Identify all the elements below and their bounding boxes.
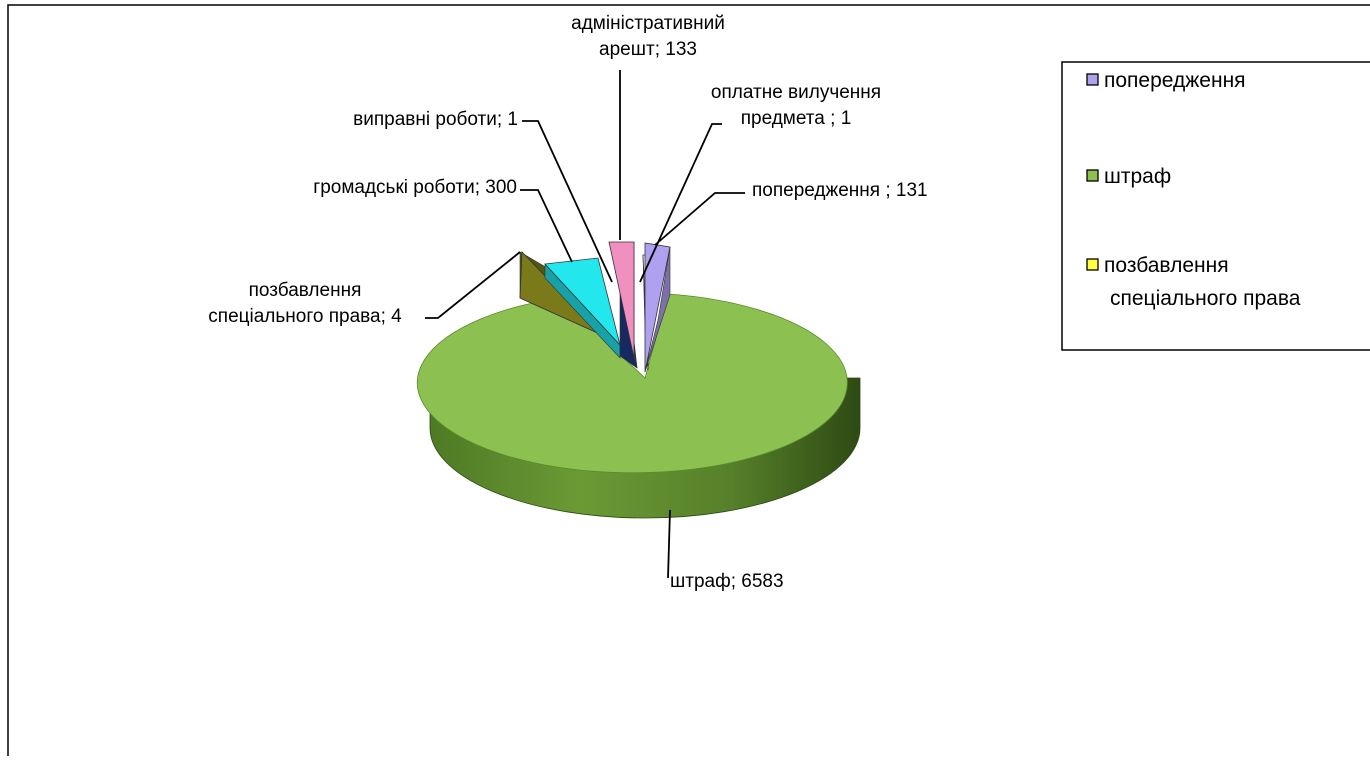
- data-label-poperedzhennia-line: попередження ; 131: [752, 180, 928, 201]
- legend-item-label-line: спеціального права: [1110, 287, 1301, 310]
- legend-swatch: [1086, 73, 1099, 86]
- legend: попередження штраф позбавлення спеціального…: [1061, 61, 1370, 351]
- data-label-vypravni: виправні роботи; 1: [353, 109, 518, 130]
- legend-item-label-line: штраф: [1104, 165, 1171, 188]
- data-label-arest: адміністративний арешт; 133: [571, 13, 725, 60]
- legend-swatch: [1086, 258, 1099, 271]
- leader-vypravni: [522, 120, 613, 283]
- leader-poperedzhennia: [654, 192, 745, 246]
- legend-item-label: штраф: [1104, 165, 1171, 188]
- data-label-vypravni-line: виправні роботи; 1: [353, 109, 518, 130]
- pie-slice-arest: [608, 241, 635, 359]
- leader-shtraf: [667, 509, 671, 579]
- data-label-shtraf-line: штраф; 6583: [670, 571, 784, 592]
- data-label-vyluchennia-line: предмета ; 1: [741, 108, 852, 129]
- legend-item-label: позбавлення спеціального права: [1104, 254, 1301, 310]
- data-label-hromadski-line: громадські роботи; 300: [313, 177, 517, 198]
- data-label-pozbavlennia-line: позбавлення: [249, 280, 362, 301]
- pie-slice-shtraf: [416, 293, 861, 519]
- leader-vyluchennia: [639, 123, 722, 283]
- data-label-arest-line: арешт; 133: [599, 39, 697, 60]
- legend-item-label-line: попередження: [1104, 69, 1246, 92]
- leader-pozbavlennia: [425, 251, 521, 319]
- legend-item-label-line: позбавлення: [1104, 254, 1229, 277]
- data-label-pozbavlennia: позбавлення спеціального права; 4: [208, 280, 402, 327]
- data-label-hromadski: громадські роботи; 300: [313, 177, 517, 198]
- data-label-pozbavlennia-line: спеціального права; 4: [208, 306, 402, 327]
- data-label-poperedzhennia: попередження ; 131: [752, 180, 928, 201]
- data-label-vyluchennia: оплатне вилучення предмета ; 1: [711, 82, 881, 129]
- data-label-vyluchennia-line: оплатне вилучення: [711, 82, 881, 103]
- leader-hromadski: [520, 189, 573, 263]
- legend-box: [1061, 61, 1370, 351]
- data-label-arest-line: адміністративний: [571, 13, 725, 34]
- data-label-shtraf: штраф; 6583: [670, 571, 784, 592]
- pie-slice-hromadski: [544, 257, 621, 359]
- legend-swatch: [1086, 169, 1099, 182]
- legend-item-label: попередження: [1104, 69, 1246, 92]
